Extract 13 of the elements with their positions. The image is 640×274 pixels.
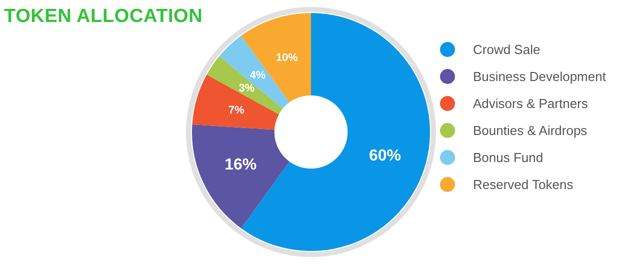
legend-label: Reserved Tokens	[473, 177, 574, 192]
data-label: 7%	[228, 104, 244, 116]
legend-label: Crowd Sale	[473, 42, 540, 57]
data-label: 4%	[250, 69, 266, 82]
legend-label: Bounties & Airdrops	[473, 123, 588, 138]
legend-label: Advisors & Partners	[473, 96, 588, 111]
data-label: 10%	[276, 52, 298, 64]
data-label: 60%	[368, 147, 402, 164]
legend-label: Business Development	[473, 69, 606, 84]
data-label: 16%	[224, 156, 257, 174]
data-label: 3%	[238, 82, 255, 94]
legend-label: Bonus Fund	[473, 150, 544, 165]
chart-title: TOKEN ALLOCATION	[4, 6, 203, 28]
